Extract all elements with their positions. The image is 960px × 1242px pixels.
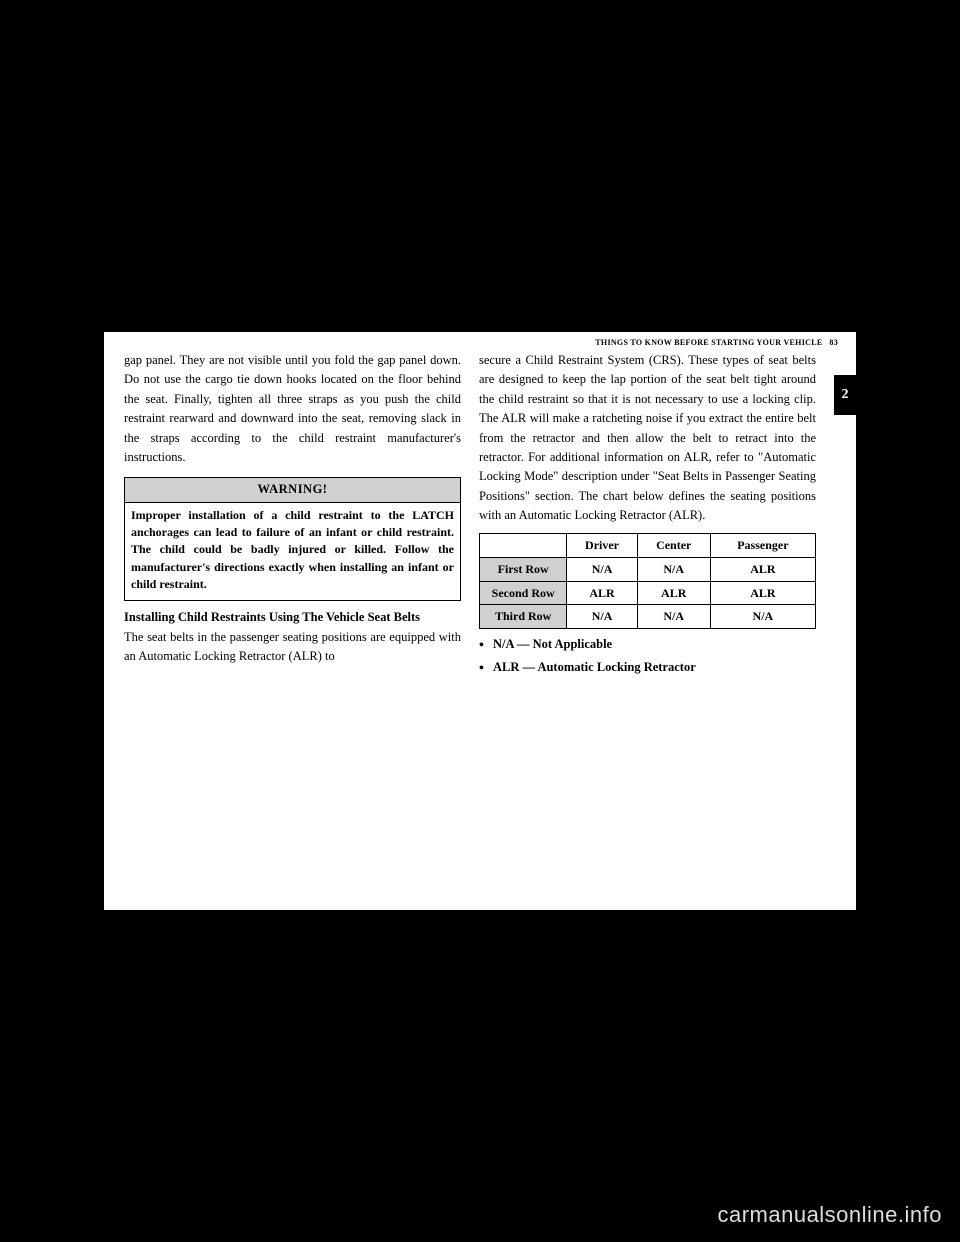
- page-header: THINGS TO KNOW BEFORE STARTING YOUR VEHI…: [104, 332, 856, 347]
- manual-page: THINGS TO KNOW BEFORE STARTING YOUR VEHI…: [104, 332, 856, 910]
- breadcrumb: THINGS TO KNOW BEFORE STARTING YOUR VEHI…: [595, 338, 822, 347]
- table-cell: ALR: [637, 581, 710, 605]
- table-row: First Row N/A N/A ALR: [480, 557, 816, 581]
- legend-item: ALR — Automatic Locking Retractor: [479, 658, 816, 677]
- table-rowhead: First Row: [480, 557, 567, 581]
- sub-heading: Installing Child Restraints Using The Ve…: [124, 609, 461, 627]
- table-cell: [480, 534, 567, 558]
- table-row: Third Row N/A N/A N/A: [480, 605, 816, 629]
- body-paragraph: secure a Child Restraint System (CRS). T…: [479, 351, 816, 525]
- table-cell: N/A: [710, 605, 815, 629]
- legend-list: N/A — Not Applicable ALR — Automatic Loc…: [479, 635, 816, 678]
- body-paragraph: gap panel. They are not visible until yo…: [124, 351, 461, 467]
- warning-title: WARNING!: [125, 478, 460, 502]
- table-row: Driver Center Passenger: [480, 534, 816, 558]
- table-cell: ALR: [710, 581, 815, 605]
- table-cell: N/A: [637, 557, 710, 581]
- two-column-layout: 2 gap panel. They are not visible until …: [104, 347, 856, 682]
- table-cell: N/A: [567, 557, 637, 581]
- table-cell: ALR: [567, 581, 637, 605]
- section-tab: 2: [834, 375, 856, 415]
- table-cell: ALR: [710, 557, 815, 581]
- table-rowhead: Second Row: [480, 581, 567, 605]
- legend-item: N/A — Not Applicable: [479, 635, 816, 654]
- table-cell: Passenger: [710, 534, 815, 558]
- page-number: 83: [829, 338, 838, 347]
- warning-body: Improper installation of a child restrai…: [125, 503, 460, 600]
- right-column: secure a Child Restraint System (CRS). T…: [479, 351, 838, 682]
- left-column: gap panel. They are not visible until yo…: [124, 351, 461, 682]
- table-rowhead: Third Row: [480, 605, 567, 629]
- seating-table: Driver Center Passenger First Row N/A N/…: [479, 533, 816, 628]
- table-row: Second Row ALR ALR ALR: [480, 581, 816, 605]
- table-cell: N/A: [567, 605, 637, 629]
- table-cell: Center: [637, 534, 710, 558]
- body-paragraph: The seat belts in the passenger seating …: [124, 628, 461, 667]
- warning-box: WARNING! Improper installation of a chil…: [124, 477, 461, 600]
- watermark: carmanualsonline.info: [717, 1202, 942, 1228]
- table-cell: N/A: [637, 605, 710, 629]
- table-cell: Driver: [567, 534, 637, 558]
